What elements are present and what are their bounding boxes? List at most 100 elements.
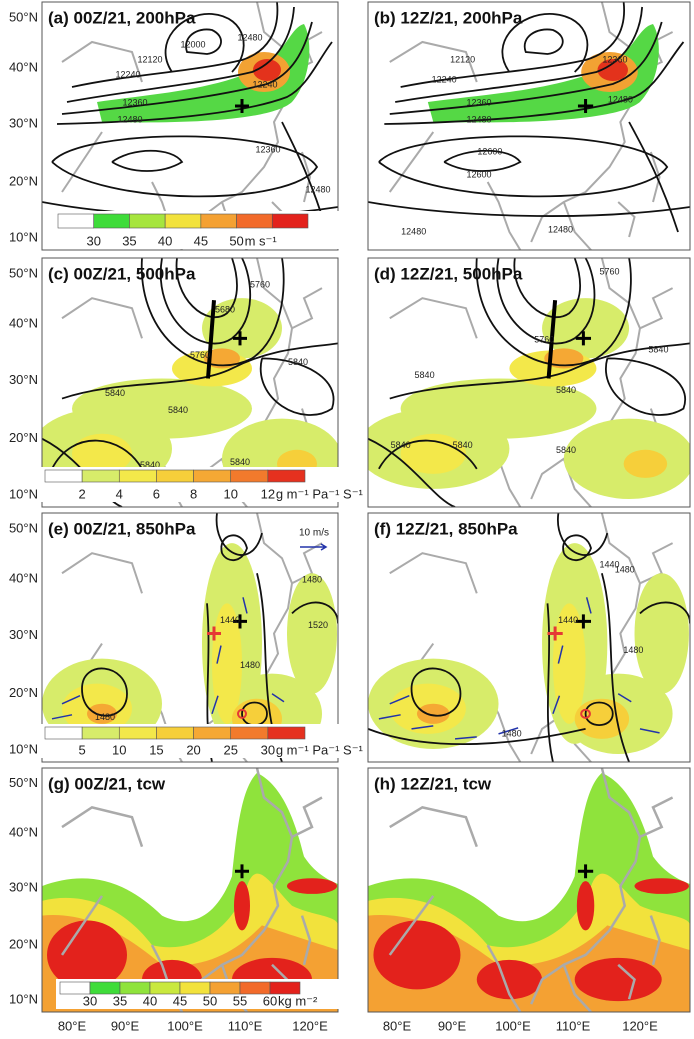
- colorbar-tick-label: 4: [116, 486, 123, 501]
- contour: [384, 42, 683, 124]
- contour-label: 5760: [190, 350, 210, 360]
- contour-label: 1480: [623, 645, 643, 655]
- latitude-label: 40°N: [9, 59, 38, 74]
- contour: [444, 151, 520, 171]
- panel-title: (e) 00Z/21, 850hPa: [48, 519, 196, 538]
- colorbar-segment: [267, 726, 306, 740]
- latitude-label: 30°N: [9, 115, 38, 130]
- contour: [640, 602, 690, 623]
- colorbar-segment: [193, 726, 232, 740]
- contour: [82, 668, 127, 715]
- shading: [623, 449, 668, 478]
- contour: [142, 258, 284, 365]
- panel-title: (a) 00Z/21, 200hPa: [48, 8, 196, 27]
- contour-label: 5760: [250, 279, 270, 289]
- colorbar-tick-label: 12: [261, 486, 275, 501]
- wind-vector: [618, 694, 631, 702]
- contour: [177, 258, 237, 317]
- contour: [401, 2, 624, 87]
- wind-vector: [379, 715, 401, 719]
- contour: [558, 513, 607, 555]
- contour-label: 5840: [556, 385, 576, 395]
- coastline: [390, 768, 673, 1012]
- location-marker: [233, 614, 247, 629]
- latitude-label: 50°N: [9, 9, 38, 24]
- panel-title: (g) 00Z/21, tcw: [48, 774, 166, 793]
- colorbar-tick-label: 40: [143, 993, 157, 1008]
- latitude-label: 20°N: [9, 173, 38, 188]
- contour: [161, 258, 250, 344]
- wind-vector: [272, 694, 284, 702]
- shading: [72, 433, 132, 474]
- contour-label: 5840: [453, 440, 473, 450]
- wind-reference-label: 10 m/s: [299, 528, 329, 539]
- contour-label: 12600: [466, 169, 491, 179]
- panel-title: (c) 00Z/21, 500hPa: [48, 264, 196, 283]
- latitude-label: 30°N: [9, 372, 38, 387]
- contour-label: 1480: [302, 575, 322, 585]
- colorbar-tick-label: 45: [194, 233, 208, 248]
- latitude-label: 40°N: [9, 316, 38, 331]
- contour-label: 12480: [608, 94, 633, 104]
- panel-title: (d) 12Z/21, 500hPa: [374, 264, 523, 283]
- map-panel: [42, 513, 338, 762]
- contour: [563, 535, 591, 560]
- longitude-label: 120°E: [292, 1018, 328, 1033]
- latitude-label: 50°N: [9, 266, 38, 281]
- contour: [166, 14, 244, 72]
- contour: [368, 729, 586, 744]
- contour-label: 1480: [615, 565, 635, 575]
- location-marker: [235, 99, 249, 113]
- colorbar-tick-label: 60: [263, 993, 277, 1008]
- latitude-label: 20°N: [9, 430, 38, 445]
- contour: [502, 14, 587, 72]
- location-marker: [575, 331, 592, 346]
- colorbar-segment: [118, 469, 157, 483]
- contour-label: 5840: [288, 357, 308, 367]
- contour-label: 5840: [391, 440, 411, 450]
- contour-label: 12480: [117, 114, 142, 124]
- longitude-label: 110°E: [556, 1018, 591, 1033]
- longitude-label: 110°E: [228, 1018, 263, 1033]
- colorbar-tick-label: 8: [190, 486, 197, 501]
- colorbar-tick-label: 45: [173, 993, 187, 1008]
- panel-frame: [367, 1, 691, 251]
- shading: [416, 703, 450, 724]
- contour: [629, 122, 678, 232]
- contour-label: 1480: [502, 728, 522, 738]
- colorbar-unit: g m⁻¹ Pa⁻¹ S⁻¹: [276, 486, 364, 501]
- latitude-label: 30°N: [9, 879, 38, 894]
- tcw-max: [287, 878, 337, 894]
- wind-vector: [52, 715, 72, 719]
- contour: [602, 573, 629, 762]
- colorbar-unit: m s⁻¹: [245, 233, 278, 248]
- longitude-label: 80°E: [383, 1018, 412, 1033]
- colorbar-tick-label: 50: [229, 233, 243, 248]
- location-marker: [577, 864, 594, 879]
- contour-label: 12120: [137, 54, 162, 64]
- contour-label: 12240: [432, 74, 457, 84]
- contour-label: 12480: [548, 224, 573, 234]
- colorbar-segment: [236, 213, 273, 229]
- contour: [514, 258, 580, 317]
- trough-axis: [208, 300, 214, 378]
- contour: [72, 2, 277, 87]
- colorbar-tick-label: 10: [223, 486, 237, 501]
- jet-core: [253, 59, 281, 81]
- wind-vector: [587, 597, 591, 613]
- contour: [368, 202, 690, 216]
- shading: [634, 573, 689, 694]
- latitude-label: 50°N: [9, 521, 38, 536]
- map-panel: [368, 768, 690, 1012]
- colorbar-segment: [93, 213, 130, 229]
- location-marker: [577, 99, 594, 113]
- panel-frame: [41, 1, 339, 251]
- shading: [574, 698, 630, 739]
- contour: [186, 29, 221, 54]
- contour-label: 12360: [122, 97, 147, 107]
- contour: [476, 258, 630, 365]
- contour-label: 12120: [450, 54, 475, 64]
- longitude-label: 80°E: [58, 1018, 87, 1033]
- colorbar-segment: [129, 213, 166, 229]
- contour: [242, 703, 267, 726]
